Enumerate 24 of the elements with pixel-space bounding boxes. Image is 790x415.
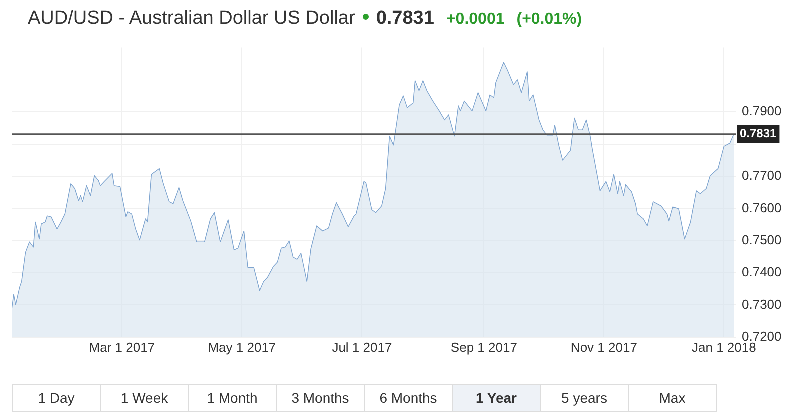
text: 3 Months bbox=[276, 385, 364, 411]
text: 5 years bbox=[540, 385, 628, 411]
y-tick-label: 0.7900 bbox=[742, 104, 782, 119]
chart-title: AUD/USD - Australian Dollar US Dollar bbox=[28, 8, 356, 30]
text: 0.7831 bbox=[376, 8, 434, 30]
x-tick-label: May 1 2017 bbox=[208, 340, 276, 355]
y-tick-label: 0.7300 bbox=[742, 296, 782, 312]
x-tick-label: Sep 1 2017 bbox=[450, 340, 518, 355]
text: 1 Year bbox=[452, 385, 540, 411]
text: 1 Month bbox=[188, 385, 276, 411]
text: 6 Months bbox=[364, 385, 452, 411]
text: 1 Week bbox=[100, 385, 188, 411]
ref-line-label: 0.7831 bbox=[740, 126, 778, 141]
y-tick-label: 0.7400 bbox=[742, 264, 782, 280]
x-tick-label: Mar 1 2017 bbox=[89, 340, 156, 355]
y-tick-label: 0.7600 bbox=[742, 200, 782, 216]
y-tick-label: 0.7500 bbox=[742, 232, 782, 248]
text: (+0.01%) bbox=[516, 11, 582, 29]
text: +0.0001 bbox=[446, 11, 505, 29]
text: 1 Day bbox=[13, 385, 100, 411]
text: Max bbox=[628, 385, 716, 411]
x-tick-label: Jul 1 2017 bbox=[332, 340, 392, 355]
x-tick-label: Nov 1 2017 bbox=[570, 340, 638, 355]
y-tick-label: 0.7700 bbox=[742, 168, 782, 184]
